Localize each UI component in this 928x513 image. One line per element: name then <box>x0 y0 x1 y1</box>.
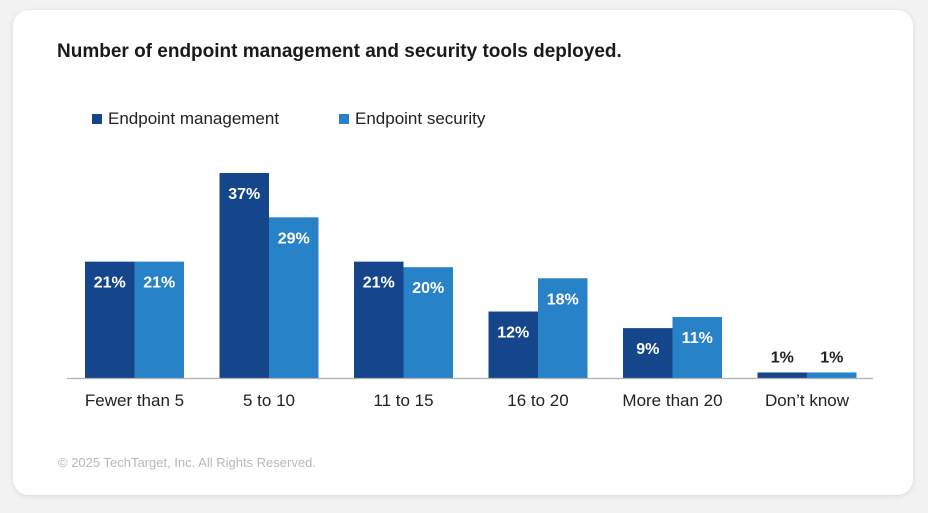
x-tick-label-3: 16 to 20 <box>507 391 568 410</box>
data-label-endpoint-management-2: 21% <box>363 275 395 292</box>
data-label-endpoint-management-0: 21% <box>94 275 126 292</box>
legend-label-endpoint-security: Endpoint security <box>355 109 486 128</box>
bar-endpoint-management-4 <box>623 328 673 378</box>
chart-title: Number of endpoint management and securi… <box>57 41 622 62</box>
data-label-endpoint-security-3: 18% <box>547 291 579 308</box>
legend-item-endpoint-management: Endpoint management <box>92 109 279 129</box>
bar-endpoint-security-3 <box>538 278 588 378</box>
legend-item-endpoint-security: Endpoint security <box>339 109 485 129</box>
data-label-endpoint-security-4: 11% <box>682 330 713 347</box>
bar-endpoint-security-5 <box>807 372 857 378</box>
data-label-endpoint-security-1: 29% <box>278 230 310 247</box>
copyright-footer: © 2025 TechTarget, Inc. All Rights Reser… <box>58 455 316 470</box>
data-label-endpoint-security-2: 20% <box>412 280 444 297</box>
data-label-endpoint-management-5: 1% <box>771 349 794 366</box>
legend-label-endpoint-management: Endpoint management <box>108 109 280 128</box>
data-label-endpoint-management-1: 37% <box>228 186 260 203</box>
bar-endpoint-management-2 <box>354 261 404 378</box>
bar-endpoint-security-4 <box>672 317 722 378</box>
data-label-endpoint-management-4: 9% <box>636 341 659 358</box>
legend-swatch-endpoint-management <box>92 114 102 124</box>
data-label-endpoint-management-3: 12% <box>497 325 529 342</box>
x-tick-label-1: 5 to 10 <box>243 391 295 410</box>
x-tick-label-0: Fewer than 5 <box>85 391 184 410</box>
data-label-endpoint-security-0: 21% <box>143 275 175 292</box>
chart-card <box>13 10 913 495</box>
bar-endpoint-security-0 <box>134 261 184 378</box>
x-tick-label-4: More than 20 <box>622 391 722 410</box>
x-tick-label-5: Don’t know <box>765 391 850 410</box>
x-tick-label-2: 11 to 15 <box>373 391 433 410</box>
legend-swatch-endpoint-security <box>339 114 349 124</box>
bar-endpoint-management-0 <box>85 261 135 378</box>
bar-endpoint-security-1 <box>269 217 319 378</box>
data-label-endpoint-security-5: 1% <box>820 349 843 366</box>
bar-endpoint-management-5 <box>757 372 807 378</box>
bar-endpoint-management-3 <box>488 311 538 378</box>
bar-endpoint-management-1 <box>219 173 269 378</box>
bar-endpoint-security-2 <box>403 267 453 378</box>
